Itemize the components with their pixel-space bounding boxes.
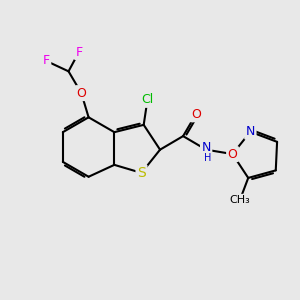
Text: H: H [204,153,211,163]
Text: N: N [202,141,211,154]
Text: O: O [228,148,238,160]
Text: F: F [75,46,82,59]
Text: S: S [137,166,146,180]
Text: Cl: Cl [141,93,154,106]
Text: O: O [191,108,201,121]
Text: CH₃: CH₃ [230,195,250,205]
Text: F: F [43,54,50,68]
Text: N: N [246,125,255,138]
Text: O: O [76,87,86,100]
